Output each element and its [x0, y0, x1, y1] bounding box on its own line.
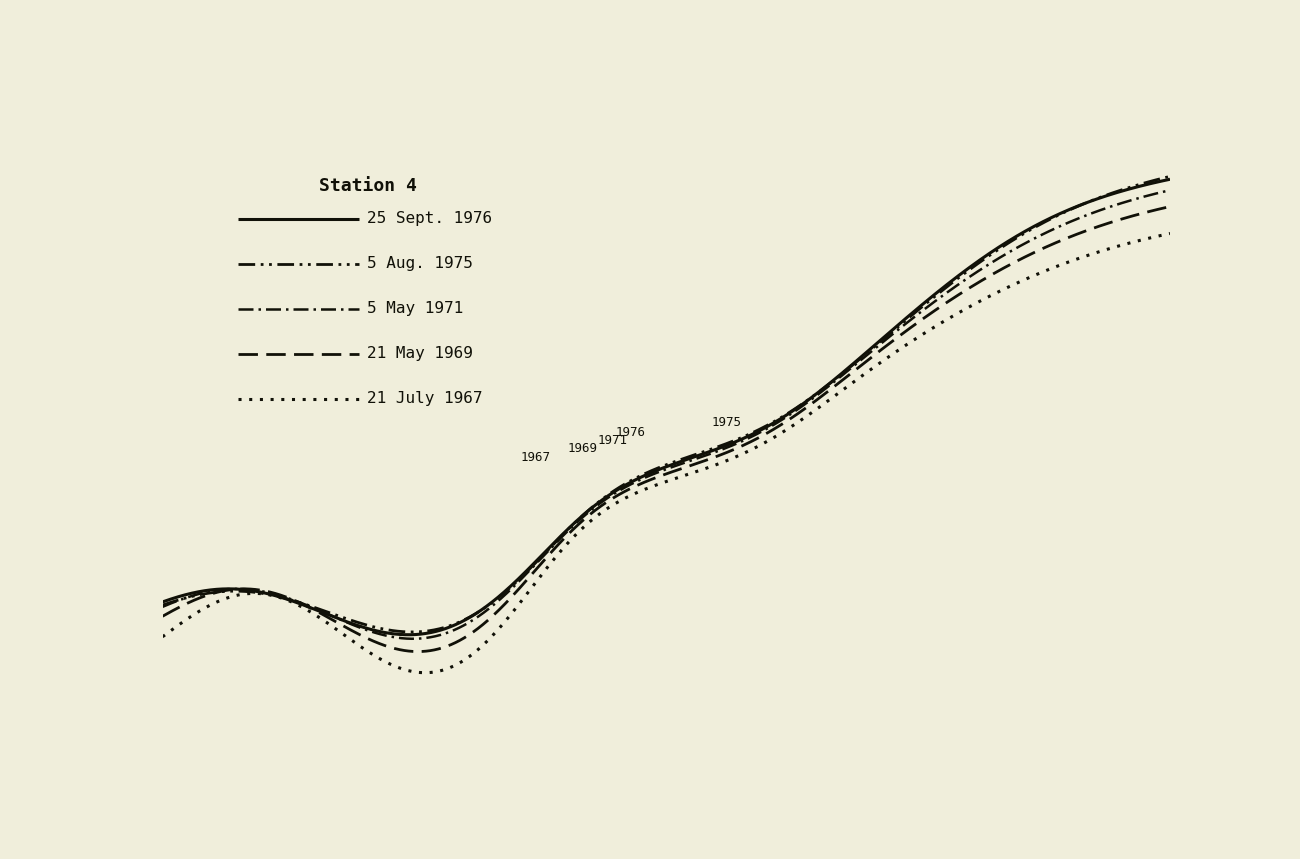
- Text: 21 May 1969: 21 May 1969: [367, 346, 473, 362]
- Text: 21 July 1967: 21 July 1967: [367, 391, 482, 406]
- Text: 1971: 1971: [598, 434, 628, 447]
- Text: Station 4: Station 4: [318, 177, 416, 195]
- Text: 1975: 1975: [711, 416, 741, 429]
- Text: 5 Aug. 1975: 5 Aug. 1975: [367, 256, 473, 271]
- Text: 25 Sept. 1976: 25 Sept. 1976: [367, 211, 493, 226]
- Text: 5 May 1971: 5 May 1971: [367, 302, 463, 316]
- Text: 1967: 1967: [520, 451, 550, 464]
- Text: 1969: 1969: [568, 442, 598, 455]
- Text: 1976: 1976: [616, 426, 646, 439]
